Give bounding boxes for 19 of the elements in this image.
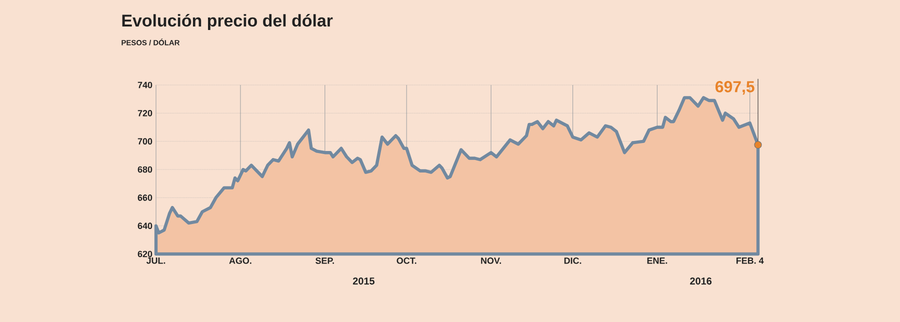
text: 2016 — [690, 278, 712, 285]
chart-title: Evolución precio del dólar — [122, 14, 333, 30]
y-tick-label: 620 — [138, 250, 152, 258]
y-tick-label: 660 — [138, 194, 152, 201]
text: 2015 — [352, 278, 374, 285]
y-tick-label: 700 — [138, 138, 152, 145]
x-tick-label: ENE. — [647, 258, 668, 264]
annotation: 697,5 — [715, 81, 754, 95]
y-tick-label: 640 — [138, 222, 152, 230]
y-tick-label: 740 — [138, 82, 152, 88]
y-tick-label: 720 — [138, 110, 152, 116]
x-tick-label: JUL. — [146, 258, 166, 264]
y-tick-label: 680 — [138, 166, 152, 173]
x-tick-label: FEB. 4 — [736, 258, 764, 264]
x-tick-label: SEP. — [316, 258, 334, 264]
x-tick-label: DIC. — [564, 258, 582, 264]
x-tick-label: OCT. — [396, 258, 416, 264]
x-tick-label: NOV. — [481, 258, 501, 264]
x-tick-label: AGO. — [229, 258, 252, 264]
